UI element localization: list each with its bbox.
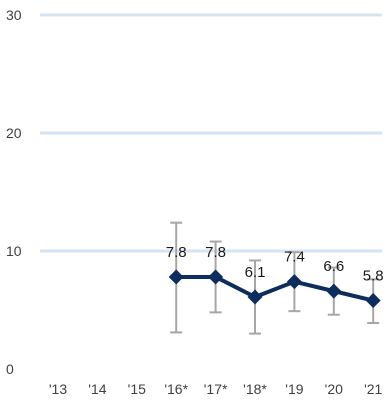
x-tick-label: '19 <box>285 381 303 397</box>
data-point-marker <box>168 269 184 285</box>
data-point-marker <box>208 269 224 285</box>
y-tick-label: 0 <box>6 361 14 377</box>
data-point-marker <box>247 289 263 305</box>
x-tick-label: '18* <box>243 381 267 397</box>
x-tick-label: '16* <box>164 381 188 397</box>
data-labels: 7.8 7.8 6.1 7.4 6.6 5.8 <box>166 244 384 285</box>
x-tick-label: '17* <box>204 381 228 397</box>
x-tick-label: '13 <box>49 381 67 397</box>
data-label: 6.6 <box>323 258 344 275</box>
data-label: 7.8 <box>205 244 226 261</box>
data-label: 5.8 <box>363 268 384 285</box>
x-tick-label: '15 <box>128 381 146 397</box>
y-tick-label: 20 <box>6 125 22 141</box>
data-label: 7.8 <box>166 244 187 261</box>
gridlines <box>40 13 382 253</box>
data-markers <box>168 269 381 309</box>
y-tick-label: 30 <box>6 7 22 23</box>
x-tick-label: '21 <box>364 381 382 397</box>
x-tick-label: '14 <box>88 381 106 397</box>
data-point-marker <box>326 283 342 299</box>
data-point-marker <box>286 274 302 290</box>
y-tick-label: 10 <box>6 243 22 259</box>
data-label: 7.4 <box>284 249 305 266</box>
x-axis-tick-labels: '13 '14 '15 '16* '17* '18* '19 '20 '21 <box>49 381 383 397</box>
data-label: 6.1 <box>245 264 266 281</box>
data-point-marker <box>365 293 381 309</box>
y-axis-tick-labels: 0 10 20 30 <box>6 7 22 377</box>
series-line <box>176 274 374 303</box>
series-polyline <box>176 274 374 303</box>
x-tick-label: '20 <box>325 381 343 397</box>
